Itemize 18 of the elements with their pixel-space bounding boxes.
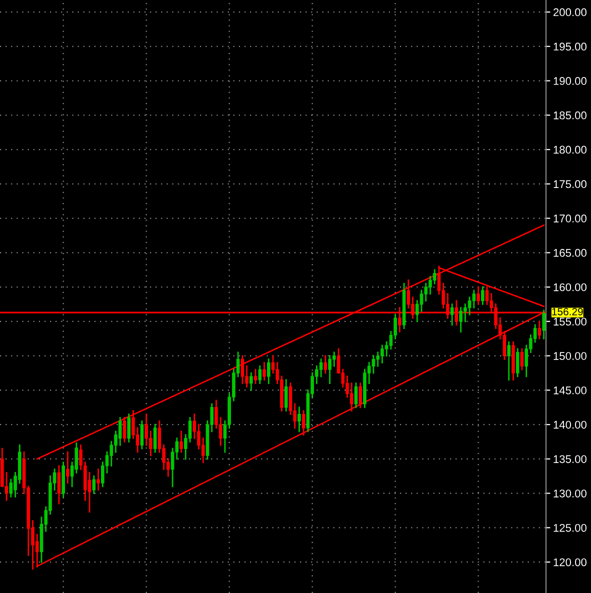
y-tick-label: 125.00 [554, 524, 586, 532]
y-tick-label: 160.00 [554, 283, 586, 292]
y-tick-label: 130.00 [554, 490, 586, 498]
y-tick-label: 180.00 [554, 146, 586, 154]
y-tick-label: 195.00 [554, 42, 586, 51]
y-tick-label: 135.00 [554, 455, 586, 464]
y-tick-label: 165.00 [554, 248, 586, 257]
y-tick-label: 150.00 [554, 352, 586, 360]
y-tick-label: 175.00 [554, 180, 586, 188]
y-tick-label: 200.00 [554, 8, 586, 16]
y-tick-label: 190.00 [554, 77, 586, 85]
y-tick-label: 170.00 [554, 214, 586, 222]
ref-line-label: 156.29 [552, 308, 583, 316]
y-tick-label: 140.00 [554, 420, 586, 429]
y-tick-label: 185.00 [554, 111, 586, 120]
y-tick-label: 120.00 [554, 558, 586, 566]
y-tick-label: 145.00 [554, 386, 586, 394]
y-tick-label: 155.00 [554, 318, 586, 326]
